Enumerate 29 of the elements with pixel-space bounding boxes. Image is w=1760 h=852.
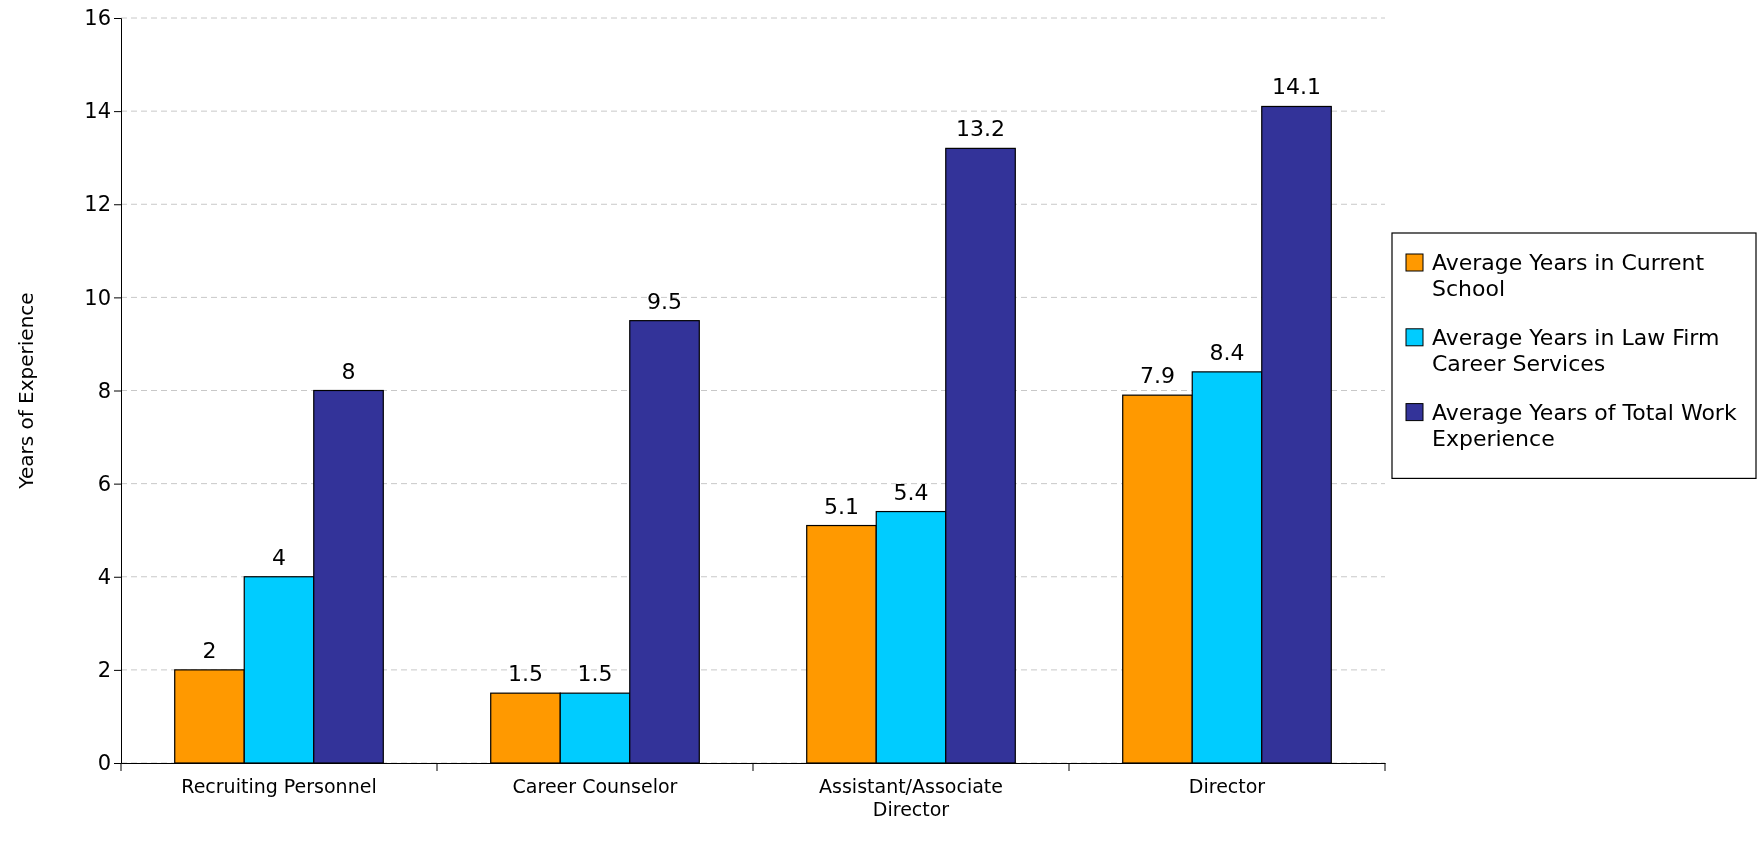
y-tick-label: 10 <box>84 285 111 310</box>
y-axis-title: Years of Experience <box>14 292 38 490</box>
data-label: 2 <box>202 637 217 663</box>
y-tick-label: 8 <box>97 378 111 403</box>
y-tick-label: 4 <box>97 564 111 589</box>
y-tick-label: 0 <box>97 751 111 776</box>
x-tick-label: Assistant/Associate Director <box>819 775 1003 820</box>
data-label: 13.2 <box>956 116 1006 142</box>
data-label: 1.5 <box>577 661 613 687</box>
data-label: 8 <box>341 358 356 384</box>
data-label: 9.5 <box>647 288 683 314</box>
data-label: 7.9 <box>1139 363 1175 389</box>
y-tick-label: 14 <box>84 99 111 124</box>
legend-label: Average Years in Law Firm Career Services <box>1432 324 1720 377</box>
legend-label: Average Years in Current School <box>1432 250 1705 302</box>
data-label: 14.1 <box>1272 74 1322 100</box>
data-label: 4 <box>272 544 286 570</box>
data-label: 1.5 <box>507 661 543 687</box>
x-tick-label: Career Counselor <box>512 775 678 797</box>
y-tick-label: 2 <box>97 658 111 683</box>
y-tick-label: 12 <box>84 192 111 217</box>
y-tick-label: 6 <box>97 471 111 496</box>
data-label: 5.4 <box>893 479 929 505</box>
y-tick-label: 16 <box>84 6 111 31</box>
data-label: 5.1 <box>823 493 859 519</box>
x-tick-label: Recruiting Personnel <box>181 775 377 797</box>
legend-label: Average Years of Total Work Experience <box>1432 399 1737 451</box>
data-label: 8.4 <box>1209 339 1245 365</box>
x-tick-label: Director <box>1188 775 1266 797</box>
